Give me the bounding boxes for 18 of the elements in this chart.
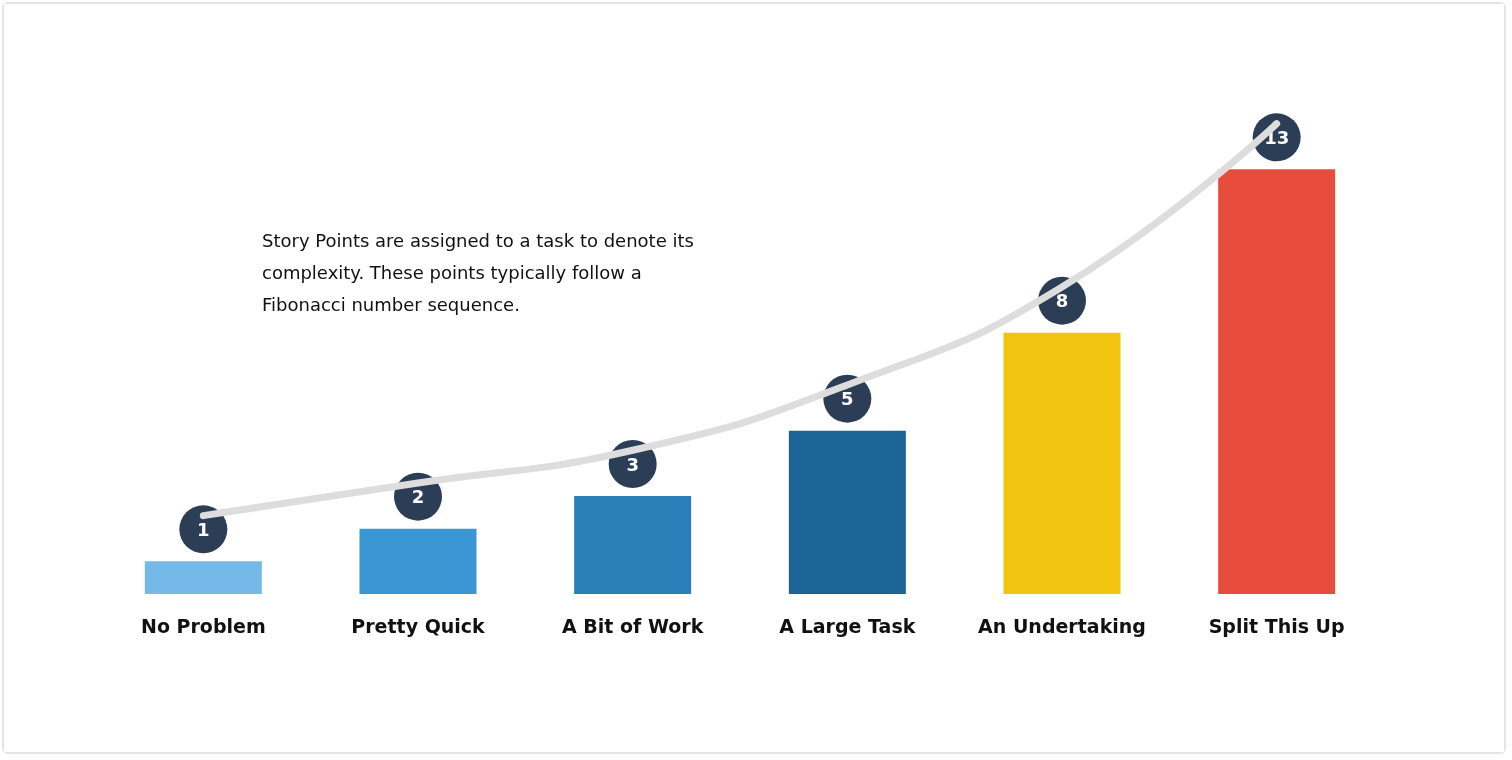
bar [1003,332,1121,594]
bar [788,430,906,594]
data-label: 3 [626,453,639,475]
x-tick-label: Split This Up [1208,614,1345,637]
x-tick-label: An Undertaking [978,614,1146,637]
x-tick-label: No Problem [140,614,266,637]
bar [359,528,477,594]
annotation: Story Points are assigned to a task to denote its complexity. These points typically follow a Fibonacci number sequence. [262,229,700,315]
data-label: 1 [197,518,210,540]
bar [1218,169,1336,594]
bar [144,561,262,594]
x-tick-label: A Large Task [779,614,916,637]
bar [574,496,692,594]
data-label: 5 [841,388,854,410]
data-label: 2 [411,486,425,508]
data-label: 8 [1055,290,1069,312]
x-tick-label: Pretty Quick [351,614,486,637]
x-tick-label: A Bit of Work [562,614,704,637]
